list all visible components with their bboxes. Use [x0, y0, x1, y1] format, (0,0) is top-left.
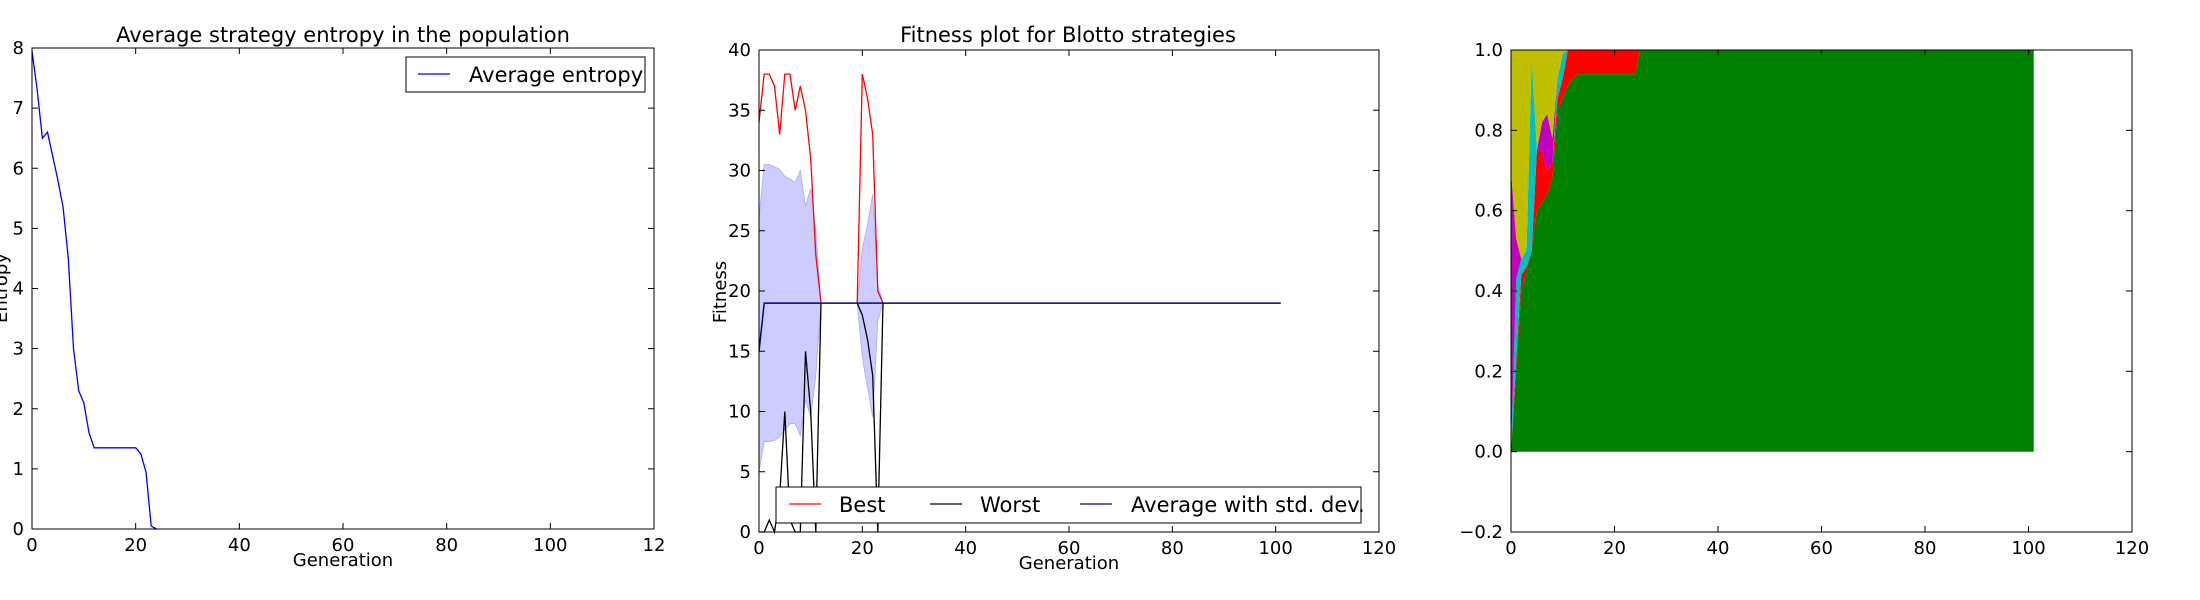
best-line — [856, 73, 884, 304]
distribution-panel: 0 20 40 60 80 100 120 −0.2 0.0 0.2 0.4 0.6 0.8 1.0 — [1459, 40, 2149, 559]
distribution-xtick-label: 40 — [1707, 538, 1730, 559]
entropy-xtick-label: 12 — [643, 535, 666, 556]
entropy-y-axis-label: Entropy — [0, 253, 12, 323]
entropy-panel: Average strategy entropy in the populati… — [0, 23, 665, 571]
distribution-ytick-label: −0.2 — [1459, 522, 1503, 543]
legend-label-worst: Worst — [980, 493, 1040, 517]
fitness-axes-frame — [758, 49, 1380, 533]
entropy-xtick-label: 0 — [26, 535, 37, 556]
fitness-legend: Best Worst Average with std. dev. — [775, 486, 1365, 524]
entropy-xtick-label: 20 — [124, 535, 147, 556]
entropy-xtick-label: 80 — [435, 535, 458, 556]
legend-label-best: Best — [839, 493, 886, 517]
entropy-ytick-label: 3 — [13, 339, 24, 360]
distribution-ytick-label: 0.8 — [1474, 120, 1503, 141]
fitness-xtick-label: 20 — [851, 538, 874, 559]
distribution-ytick-label: 0.6 — [1474, 201, 1503, 222]
fitness-y-axis-label: Fitness — [710, 261, 731, 323]
distribution-xtick-label: 20 — [1603, 538, 1626, 559]
distribution-ticks: 0 20 40 60 80 100 120 −0.2 0.0 0.2 0.4 0.6 0.8 1.0 — [1459, 40, 2149, 559]
fitness-ytick-label: 5 — [740, 462, 751, 483]
fitness-ytick-label: 10 — [728, 402, 751, 423]
distribution-xtick-label: 120 — [2115, 538, 2149, 559]
fitness-xtick-label: 120 — [1362, 538, 1396, 559]
stack-layer-0 — [1511, 50, 2034, 452]
entropy-xtick-label: 100 — [533, 535, 567, 556]
distribution-xtick-label: 60 — [1810, 538, 1833, 559]
fitness-xtick-label: 60 — [1058, 538, 1081, 559]
entropy-legend-label: Average entropy — [469, 63, 643, 87]
fitness-x-axis-label: Generation — [1019, 553, 1119, 574]
average-line — [758, 302, 1281, 352]
entropy-legend-box — [405, 56, 646, 93]
entropy-ytick-label: 4 — [13, 279, 24, 300]
entropy-ytick-label: 7 — [13, 98, 24, 119]
fitness-xtick-label: 80 — [1161, 538, 1184, 559]
fitness-chart-title: Fitness plot for Blotto strategies — [900, 23, 1236, 47]
entropy-ytick-label: 1 — [13, 459, 24, 480]
distribution-xtick-label: 80 — [1914, 538, 1937, 559]
entropy-chart-title: Average strategy entropy in the populati… — [116, 23, 570, 47]
fitness-ytick-label: 30 — [728, 161, 751, 182]
distribution-xtick-label: 0 — [1505, 538, 1516, 559]
distribution-ytick-label: 0.0 — [1474, 442, 1503, 463]
fitness-ytick-label: 0 — [740, 522, 751, 543]
entropy-ytick-label: 2 — [13, 399, 24, 420]
fitness-ytick-label: 25 — [728, 221, 751, 242]
distribution-xtick-label: 100 — [2011, 538, 2045, 559]
fitness-ytick-label: 15 — [728, 341, 751, 362]
fitness-ytick-label: 40 — [728, 40, 751, 61]
entropy-ytick-label: 0 — [13, 519, 24, 540]
legend-label-average: Average with std. dev. — [1131, 493, 1365, 517]
entropy-ytick-label: 8 — [13, 38, 24, 59]
fitness-xtick-label: 100 — [1258, 538, 1292, 559]
fitness-panel: Fitness plot for Blotto strategies 0 20 40… — [710, 23, 1396, 574]
entropy-plot-area — [31, 50, 157, 530]
distribution-ytick-label: 1.0 — [1474, 40, 1503, 61]
stack-layer-1 — [1511, 50, 2034, 452]
distribution-plot-area — [1511, 50, 2034, 452]
entropy-legend: Average entropy — [405, 56, 646, 93]
distribution-ytick-label: 0.4 — [1474, 281, 1503, 302]
fitness-ytick-label: 20 — [728, 281, 751, 302]
fitness-xtick-label: 40 — [954, 538, 977, 559]
fitness-ytick-label: 35 — [728, 100, 751, 121]
std-dev-band — [758, 164, 822, 472]
entropy-ytick-label: 5 — [13, 218, 24, 239]
best-line — [758, 73, 822, 304]
fitness-ticks: 0 20 40 60 80 100 120 0 5 10 15 20 25 30 35 40 — [728, 40, 1396, 559]
entropy-xtick-label: 40 — [228, 535, 251, 556]
entropy-axes-frame — [31, 47, 655, 530]
distribution-ytick-label: 0.2 — [1474, 361, 1503, 382]
fitness-legend-box — [775, 486, 1362, 524]
entropy-xtick-label: 60 — [332, 535, 355, 556]
std-dev-band — [856, 194, 884, 418]
fitness-xtick-label: 0 — [753, 538, 764, 559]
entropy-x-axis-label: Generation — [293, 550, 393, 571]
entropy-line — [31, 50, 157, 530]
fitness-plot-area — [758, 73, 1281, 535]
entropy-ytick-label: 6 — [13, 158, 24, 179]
